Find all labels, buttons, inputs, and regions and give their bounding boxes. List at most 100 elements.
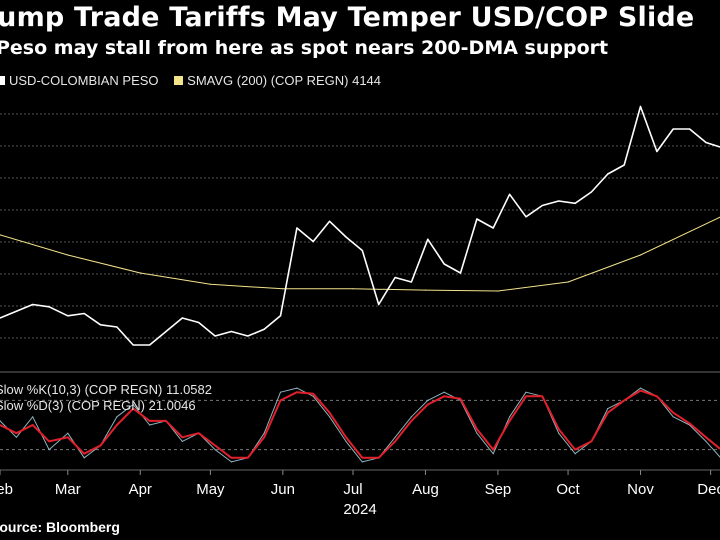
price-series-point <box>427 238 429 240</box>
price-series-point <box>459 272 462 274</box>
d-series-point <box>263 436 265 438</box>
price-gridlines <box>0 113 720 471</box>
k-series-point <box>574 453 576 455</box>
price-series-point <box>590 191 593 193</box>
d-series-point <box>99 444 102 447</box>
d-series-point <box>214 444 216 447</box>
price-series-point <box>525 216 527 218</box>
price-series-point <box>345 236 347 238</box>
x-tick-label-5: Jul <box>343 481 362 498</box>
d-series-point <box>165 420 167 422</box>
price-series-point <box>48 306 50 308</box>
price-series-point <box>558 200 560 202</box>
k-series-point <box>509 416 511 418</box>
sma-series-point <box>0 234 1 236</box>
price-series-point <box>279 315 282 317</box>
price-series-point <box>312 240 314 243</box>
d-series-point <box>329 412 331 414</box>
x-tick-label-2: Apr <box>129 481 152 498</box>
osc-legend: Slow %K(10,3) (COP REGN) 11.0582 Slow %D… <box>0 382 212 413</box>
k-series-point <box>296 387 298 389</box>
k-series-point <box>181 440 183 442</box>
d-series-point <box>312 393 314 395</box>
price-series-point <box>83 312 85 315</box>
k-series-point <box>83 457 85 459</box>
x-axis-year: 2024 <box>343 501 376 518</box>
k-series-point <box>361 461 363 463</box>
d-series-point <box>32 424 34 426</box>
price-series-point <box>181 317 183 319</box>
price-series-point <box>247 335 249 337</box>
price-series-point <box>361 249 363 252</box>
source-note: Source: Bloomberg <box>0 519 120 535</box>
k-series-point <box>492 453 494 455</box>
x-tick-label-0: Feb <box>0 481 13 498</box>
d-series-point <box>345 436 347 438</box>
d-series-point <box>656 395 658 397</box>
d-series-point <box>83 453 85 455</box>
k-series-point <box>279 391 282 393</box>
x-tick-label-8: Oct <box>556 481 580 498</box>
k-series-point <box>263 432 265 434</box>
price-series-point <box>689 128 691 130</box>
d-series-point <box>689 422 691 424</box>
price-series-point <box>607 173 609 175</box>
k-series-point <box>443 391 445 393</box>
k-series-point <box>607 408 609 410</box>
price-series-point <box>639 105 642 108</box>
x-tick-label-10: Dec <box>697 481 720 498</box>
d-series-point <box>0 424 1 426</box>
price-series-point <box>574 202 576 204</box>
sma-series-point <box>352 288 354 290</box>
chart-title: Trump Trade Tariffs May Temper USD/COP S… <box>0 2 695 33</box>
d-series-point <box>492 449 494 451</box>
price-series-point <box>443 263 445 265</box>
k-series-point <box>394 436 396 438</box>
sma-series-point <box>424 289 427 291</box>
k-series-point <box>672 416 674 418</box>
d-series-point <box>378 457 380 459</box>
price-series-point <box>165 330 167 333</box>
d-series-point <box>116 424 118 426</box>
k-series-point <box>312 395 314 397</box>
price-series-point <box>705 141 707 144</box>
d-series-point <box>230 457 232 459</box>
k-series-point <box>214 449 216 451</box>
d-series-point <box>705 436 707 438</box>
price-series-point <box>149 344 151 346</box>
d-series-point <box>541 395 543 397</box>
price-series-point <box>509 193 511 195</box>
d-series-point <box>623 399 625 401</box>
sma-series-point <box>639 254 642 256</box>
price-series-line <box>0 105 720 346</box>
legend-swatch-sma <box>174 76 184 85</box>
sma-series-point <box>67 254 69 256</box>
sma-series-point <box>497 290 499 292</box>
k-series-point <box>329 416 331 418</box>
k-series-point <box>639 387 642 389</box>
d-series-group <box>0 389 720 459</box>
x-tick-label-9: Nov <box>627 481 654 498</box>
price-series-group <box>0 105 720 346</box>
k-series-point <box>32 416 34 418</box>
x-tick-label-1: Mar <box>55 481 81 498</box>
price-series-point <box>67 315 69 317</box>
k-series-point <box>410 416 412 418</box>
price-series-point <box>623 164 625 166</box>
price-series-point <box>492 227 494 229</box>
price-series-point <box>296 227 298 229</box>
d-series-point <box>590 440 593 442</box>
price-series-point <box>329 220 331 222</box>
price-series-point <box>32 303 34 306</box>
k-series-point <box>67 432 69 434</box>
price-series-point <box>99 324 102 326</box>
d-series-point <box>459 398 462 400</box>
d-series-point <box>15 432 17 434</box>
sma-series-group <box>0 216 720 292</box>
legend-label-sma: SMAVG (200) (COP REGN) 4144 <box>187 73 382 88</box>
k-series-point <box>116 416 118 418</box>
price-series-point <box>476 218 478 220</box>
d-series-point <box>296 391 298 393</box>
chart-subtitle: Peso may stall from here as spot nears 2… <box>0 37 609 59</box>
sma-series-point <box>567 281 569 283</box>
